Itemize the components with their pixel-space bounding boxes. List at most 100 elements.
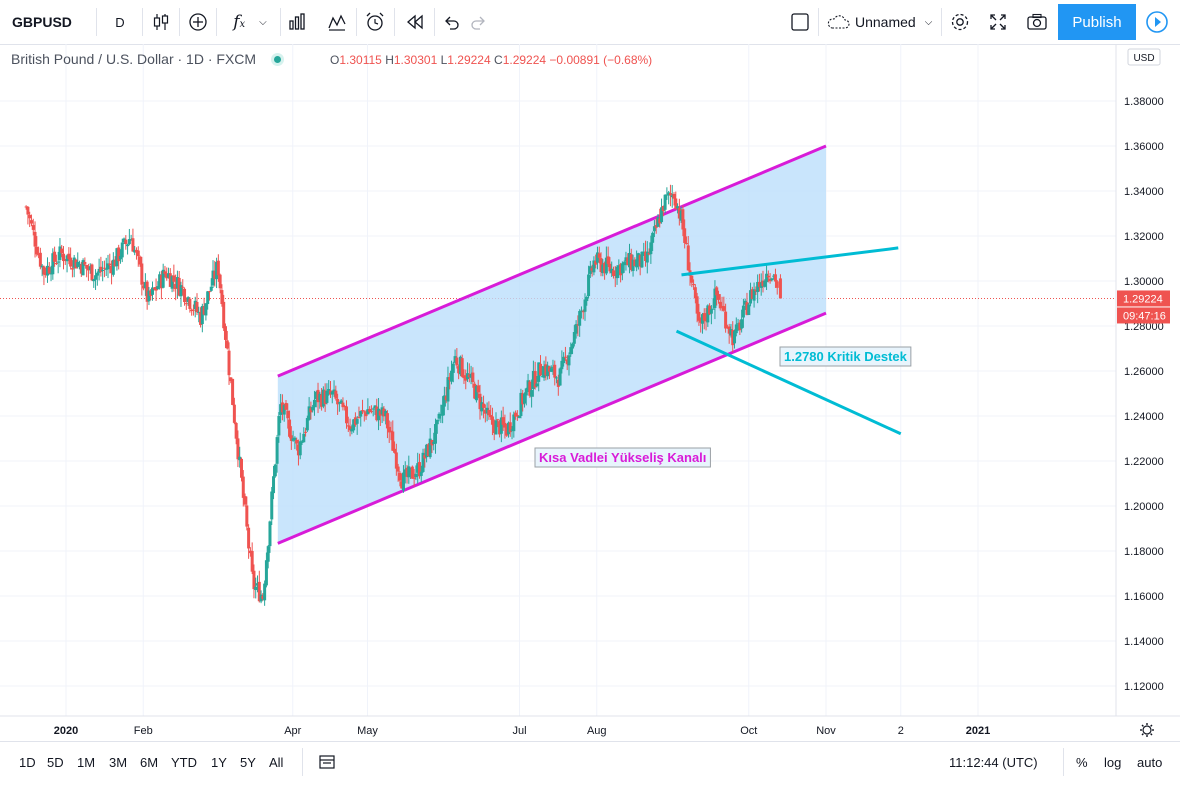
price-tick-label: 1.34000	[1124, 186, 1164, 198]
low-value: 1.29224	[447, 53, 491, 67]
candle-body	[350, 428, 354, 432]
candle-body	[362, 411, 366, 413]
templates-button[interactable]	[322, 0, 352, 44]
candle-body	[494, 420, 498, 435]
candle-body	[571, 343, 575, 349]
replay-button[interactable]	[400, 0, 430, 44]
candle-body	[604, 257, 608, 274]
candle-body	[460, 358, 464, 377]
snapshot-button[interactable]	[1022, 0, 1052, 44]
candle-body	[441, 404, 445, 416]
candle-body	[569, 347, 573, 355]
settings-button[interactable]	[946, 0, 974, 44]
candle-body	[457, 366, 461, 374]
date-range-button[interactable]	[318, 742, 340, 782]
candle-body	[273, 464, 277, 477]
publish-button[interactable]: Publish	[1058, 4, 1136, 40]
time-axis[interactable]: 2020 Feb Apr May Jul Aug Oct Nov 2 2021	[54, 725, 990, 737]
candle-body	[410, 466, 414, 479]
channel-lower-line[interactable]	[277, 311, 827, 545]
candle-body	[601, 264, 605, 274]
range-button-ytd[interactable]: YTD	[171, 754, 197, 770]
compare-button[interactable]	[183, 0, 213, 44]
candle-body	[181, 286, 185, 288]
candle-body	[624, 257, 628, 262]
candle-body	[464, 376, 468, 381]
price-scale-settings-button[interactable]	[1140, 723, 1154, 737]
candle-body	[677, 208, 681, 219]
channel-upper-line[interactable]	[277, 144, 827, 378]
percent-scale-toggle[interactable]: %	[1076, 754, 1088, 770]
range-button-6m[interactable]: 6M	[140, 754, 159, 770]
candle-body	[588, 266, 592, 274]
indicators-button[interactable]: fx ⌵	[222, 0, 278, 44]
candle-body	[172, 275, 176, 282]
candle-body	[94, 275, 98, 280]
price-axis[interactable]: 1.38000 1.36000 1.34000 1.32000 1.30000 1.280…	[1117, 48, 1170, 693]
auto-scale-toggle[interactable]: auto	[1137, 754, 1163, 770]
cloud-icon	[827, 15, 850, 29]
layout-select-button[interactable]	[786, 0, 814, 44]
candle-body	[145, 281, 149, 302]
utc-clock[interactable]: 11:12:44 (UTC)	[949, 754, 1038, 770]
candle-body	[526, 380, 530, 390]
candle-body	[393, 448, 397, 453]
candle-body	[307, 406, 311, 420]
countdown-badge	[1117, 307, 1170, 324]
candle-body	[266, 546, 270, 562]
symbol-search-button[interactable]: GBPUSD	[12, 14, 72, 30]
alert-button[interactable]	[360, 0, 390, 44]
series-legend[interactable]: British Pound / U.S. Dollar · 1D · FXCM	[11, 51, 282, 67]
candle-body	[512, 414, 516, 432]
candle-body	[280, 402, 284, 413]
chart-style-button[interactable]	[146, 0, 176, 44]
financials-button[interactable]	[282, 0, 312, 44]
support-annotation[interactable]: 1.2780 Kritik Destek	[779, 346, 912, 367]
candle-body	[699, 318, 703, 323]
candle-body	[35, 246, 39, 255]
range-button-all[interactable]: All	[269, 754, 284, 770]
chevron-down-icon: ⌵	[259, 16, 267, 28]
last-price-label: 1.29224	[1123, 293, 1163, 305]
candle-body	[645, 251, 649, 263]
resistance-trendline[interactable]	[681, 246, 899, 277]
range-button-5y[interactable]: 5Y	[240, 754, 256, 770]
candle-body	[366, 409, 370, 415]
candle-body	[773, 274, 777, 282]
candle-body	[129, 239, 133, 241]
range-button-1y[interactable]: 1Y	[211, 754, 227, 770]
save-layout-button[interactable]: Unnamed ⌵	[826, 0, 938, 44]
range-button-1m[interactable]: 1M	[77, 754, 96, 770]
support-trendline[interactable]	[675, 329, 902, 436]
play-button[interactable]	[1138, 4, 1176, 40]
candle-body	[628, 252, 632, 268]
candle-body	[385, 413, 389, 429]
candle-body	[95, 272, 99, 276]
range-button-3m[interactable]: 3M	[109, 754, 128, 770]
trend-drawings[interactable]: Kısa Vadlei Yükseliş Kanalı 1.2780 Kritik…	[534, 246, 912, 468]
candle-body	[101, 269, 105, 271]
chart-canvas[interactable]: Kısa Vadlei Yükseliş Kanalı 1.2780 Kritik…	[0, 44, 1180, 741]
close-label: C	[494, 53, 503, 67]
candle-body	[711, 308, 715, 310]
fullscreen-button[interactable]	[984, 0, 1012, 44]
ascending-channel[interactable]	[277, 144, 827, 545]
channel-annotation[interactable]: Kısa Vadlei Yükseliş Kanalı	[534, 447, 711, 468]
range-button-5d[interactable]: 5D	[47, 754, 64, 770]
redo-button[interactable]	[466, 0, 492, 44]
candle-body	[658, 218, 662, 224]
interval-button[interactable]: D	[115, 14, 125, 30]
close-value: 1.29224	[502, 53, 547, 67]
candle-body	[572, 332, 576, 344]
candle-body	[446, 377, 450, 402]
candle-body	[524, 388, 528, 396]
log-scale-toggle[interactable]: log	[1104, 754, 1122, 770]
undo-button[interactable]	[438, 0, 464, 44]
candle-body	[24, 206, 28, 208]
candle-body	[60, 248, 64, 254]
currency-badge[interactable]: USD	[1127, 48, 1161, 66]
candle-body	[492, 423, 496, 433]
candle-body	[296, 444, 300, 456]
range-button-1d[interactable]: 1D	[19, 754, 36, 770]
support-annotation-text: 1.2780 Kritik Destek	[784, 349, 908, 364]
